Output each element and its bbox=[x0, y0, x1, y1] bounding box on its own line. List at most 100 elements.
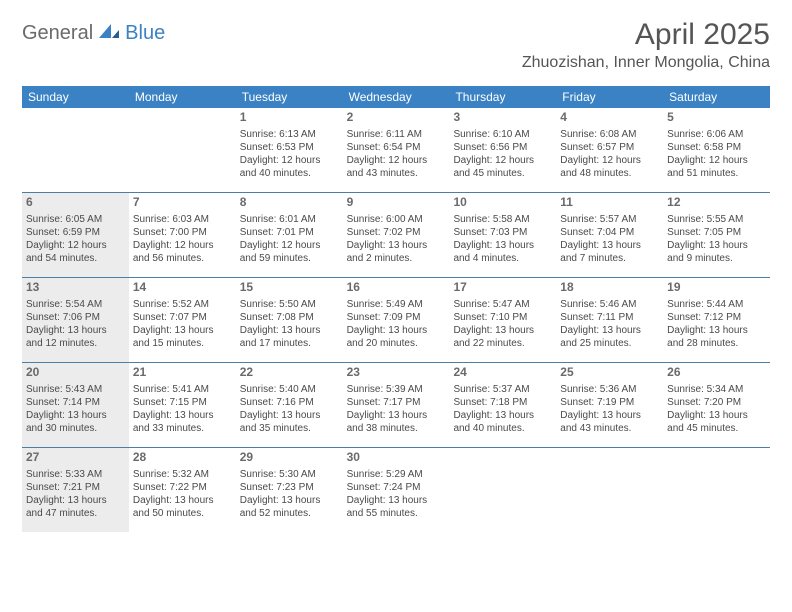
daylight1-text: Daylight: 13 hours bbox=[453, 239, 552, 252]
day-cell-blank bbox=[129, 108, 236, 192]
weekday-header: Tuesday bbox=[236, 86, 343, 108]
sunset-text: Sunset: 6:58 PM bbox=[667, 141, 766, 154]
day-cell: 2Sunrise: 6:11 AMSunset: 6:54 PMDaylight… bbox=[343, 108, 450, 192]
sunrise-text: Sunrise: 6:10 AM bbox=[453, 128, 552, 141]
day-cell-blank bbox=[22, 108, 129, 192]
weekday-header: Friday bbox=[556, 86, 663, 108]
sunrise-text: Sunrise: 5:30 AM bbox=[240, 468, 339, 481]
day-cell: 11Sunrise: 5:57 AMSunset: 7:04 PMDayligh… bbox=[556, 193, 663, 277]
day-number: 23 bbox=[347, 365, 446, 381]
daylight1-text: Daylight: 13 hours bbox=[26, 494, 125, 507]
sunset-text: Sunset: 7:11 PM bbox=[560, 311, 659, 324]
sunrise-text: Sunrise: 5:58 AM bbox=[453, 213, 552, 226]
sunrise-text: Sunrise: 6:03 AM bbox=[133, 213, 232, 226]
sunrise-text: Sunrise: 5:52 AM bbox=[133, 298, 232, 311]
daylight2-text: and 7 minutes. bbox=[560, 252, 659, 265]
day-cell: 23Sunrise: 5:39 AMSunset: 7:17 PMDayligh… bbox=[343, 363, 450, 447]
day-cell: 9Sunrise: 6:00 AMSunset: 7:02 PMDaylight… bbox=[343, 193, 450, 277]
daylight2-text: and 15 minutes. bbox=[133, 337, 232, 350]
sunrise-text: Sunrise: 6:01 AM bbox=[240, 213, 339, 226]
sunrise-text: Sunrise: 5:46 AM bbox=[560, 298, 659, 311]
daylight2-text: and 52 minutes. bbox=[240, 507, 339, 520]
daylight1-text: Daylight: 12 hours bbox=[26, 239, 125, 252]
sunset-text: Sunset: 7:08 PM bbox=[240, 311, 339, 324]
sunset-text: Sunset: 7:07 PM bbox=[133, 311, 232, 324]
sunrise-text: Sunrise: 5:34 AM bbox=[667, 383, 766, 396]
weekday-header: Thursday bbox=[449, 86, 556, 108]
sunset-text: Sunset: 7:17 PM bbox=[347, 396, 446, 409]
day-cell: 24Sunrise: 5:37 AMSunset: 7:18 PMDayligh… bbox=[449, 363, 556, 447]
day-cell: 12Sunrise: 5:55 AMSunset: 7:05 PMDayligh… bbox=[663, 193, 770, 277]
daylight1-text: Daylight: 13 hours bbox=[240, 494, 339, 507]
sunset-text: Sunset: 6:57 PM bbox=[560, 141, 659, 154]
sunrise-text: Sunrise: 5:40 AM bbox=[240, 383, 339, 396]
daylight1-text: Daylight: 12 hours bbox=[240, 239, 339, 252]
sunset-text: Sunset: 7:14 PM bbox=[26, 396, 125, 409]
day-cell: 27Sunrise: 5:33 AMSunset: 7:21 PMDayligh… bbox=[22, 448, 129, 532]
daylight2-text: and 55 minutes. bbox=[347, 507, 446, 520]
day-cell-blank bbox=[449, 448, 556, 532]
week-row: 20Sunrise: 5:43 AMSunset: 7:14 PMDayligh… bbox=[22, 362, 770, 447]
day-cell: 7Sunrise: 6:03 AMSunset: 7:00 PMDaylight… bbox=[129, 193, 236, 277]
daylight2-text: and 20 minutes. bbox=[347, 337, 446, 350]
daylight1-text: Daylight: 12 hours bbox=[240, 154, 339, 167]
daylight1-text: Daylight: 13 hours bbox=[133, 409, 232, 422]
daylight2-text: and 43 minutes. bbox=[347, 167, 446, 180]
daylight2-text: and 22 minutes. bbox=[453, 337, 552, 350]
day-number: 29 bbox=[240, 450, 339, 466]
day-cell: 18Sunrise: 5:46 AMSunset: 7:11 PMDayligh… bbox=[556, 278, 663, 362]
daylight2-text: and 4 minutes. bbox=[453, 252, 552, 265]
daylight1-text: Daylight: 13 hours bbox=[347, 324, 446, 337]
day-cell: 20Sunrise: 5:43 AMSunset: 7:14 PMDayligh… bbox=[22, 363, 129, 447]
day-cell: 22Sunrise: 5:40 AMSunset: 7:16 PMDayligh… bbox=[236, 363, 343, 447]
daylight2-text: and 59 minutes. bbox=[240, 252, 339, 265]
daylight2-text: and 9 minutes. bbox=[667, 252, 766, 265]
day-number: 17 bbox=[453, 280, 552, 296]
week-row: 1Sunrise: 6:13 AMSunset: 6:53 PMDaylight… bbox=[22, 108, 770, 192]
daylight2-text: and 2 minutes. bbox=[347, 252, 446, 265]
daylight1-text: Daylight: 13 hours bbox=[347, 409, 446, 422]
day-number: 14 bbox=[133, 280, 232, 296]
day-cell: 3Sunrise: 6:10 AMSunset: 6:56 PMDaylight… bbox=[449, 108, 556, 192]
day-cell: 10Sunrise: 5:58 AMSunset: 7:03 PMDayligh… bbox=[449, 193, 556, 277]
daylight2-text: and 17 minutes. bbox=[240, 337, 339, 350]
daylight1-text: Daylight: 12 hours bbox=[560, 154, 659, 167]
day-cell: 28Sunrise: 5:32 AMSunset: 7:22 PMDayligh… bbox=[129, 448, 236, 532]
daylight2-text: and 48 minutes. bbox=[560, 167, 659, 180]
sunset-text: Sunset: 7:04 PM bbox=[560, 226, 659, 239]
day-number: 2 bbox=[347, 110, 446, 126]
day-number: 12 bbox=[667, 195, 766, 211]
day-number: 13 bbox=[26, 280, 125, 296]
daylight1-text: Daylight: 13 hours bbox=[133, 324, 232, 337]
daylight2-text: and 40 minutes. bbox=[453, 422, 552, 435]
day-number: 8 bbox=[240, 195, 339, 211]
sunrise-text: Sunrise: 6:13 AM bbox=[240, 128, 339, 141]
daylight2-text: and 25 minutes. bbox=[560, 337, 659, 350]
day-cell: 5Sunrise: 6:06 AMSunset: 6:58 PMDaylight… bbox=[663, 108, 770, 192]
logo-text-general: General bbox=[22, 22, 93, 45]
logo-text-blue: Blue bbox=[125, 22, 165, 45]
day-number: 4 bbox=[560, 110, 659, 126]
day-number: 9 bbox=[347, 195, 446, 211]
day-cell: 14 Sunrise: 5:52 AMSunset: 7:07 PMDayligh… bbox=[129, 278, 236, 362]
sunrise-text: Sunrise: 5:44 AM bbox=[667, 298, 766, 311]
sunrise-text: Sunrise: 6:08 AM bbox=[560, 128, 659, 141]
sunset-text: Sunset: 7:15 PM bbox=[133, 396, 232, 409]
sunset-text: Sunset: 7:01 PM bbox=[240, 226, 339, 239]
sunrise-text: Sunrise: 5:50 AM bbox=[240, 298, 339, 311]
daylight1-text: Daylight: 13 hours bbox=[347, 239, 446, 252]
weekday-header: Monday bbox=[129, 86, 236, 108]
day-number: 10 bbox=[453, 195, 552, 211]
sunset-text: Sunset: 6:59 PM bbox=[26, 226, 125, 239]
sunset-text: Sunset: 7:16 PM bbox=[240, 396, 339, 409]
day-number: 25 bbox=[560, 365, 659, 381]
day-cell: 6Sunrise: 6:05 AMSunset: 6:59 PMDaylight… bbox=[22, 193, 129, 277]
sunrise-text: Sunrise: 6:00 AM bbox=[347, 213, 446, 226]
day-number: 21 bbox=[133, 365, 232, 381]
sunset-text: Sunset: 7:23 PM bbox=[240, 481, 339, 494]
daylight1-text: Daylight: 13 hours bbox=[240, 324, 339, 337]
sunset-text: Sunset: 7:24 PM bbox=[347, 481, 446, 494]
logo: General Blue bbox=[22, 22, 165, 45]
sunset-text: Sunset: 6:54 PM bbox=[347, 141, 446, 154]
logo-sail-icon bbox=[97, 22, 121, 45]
